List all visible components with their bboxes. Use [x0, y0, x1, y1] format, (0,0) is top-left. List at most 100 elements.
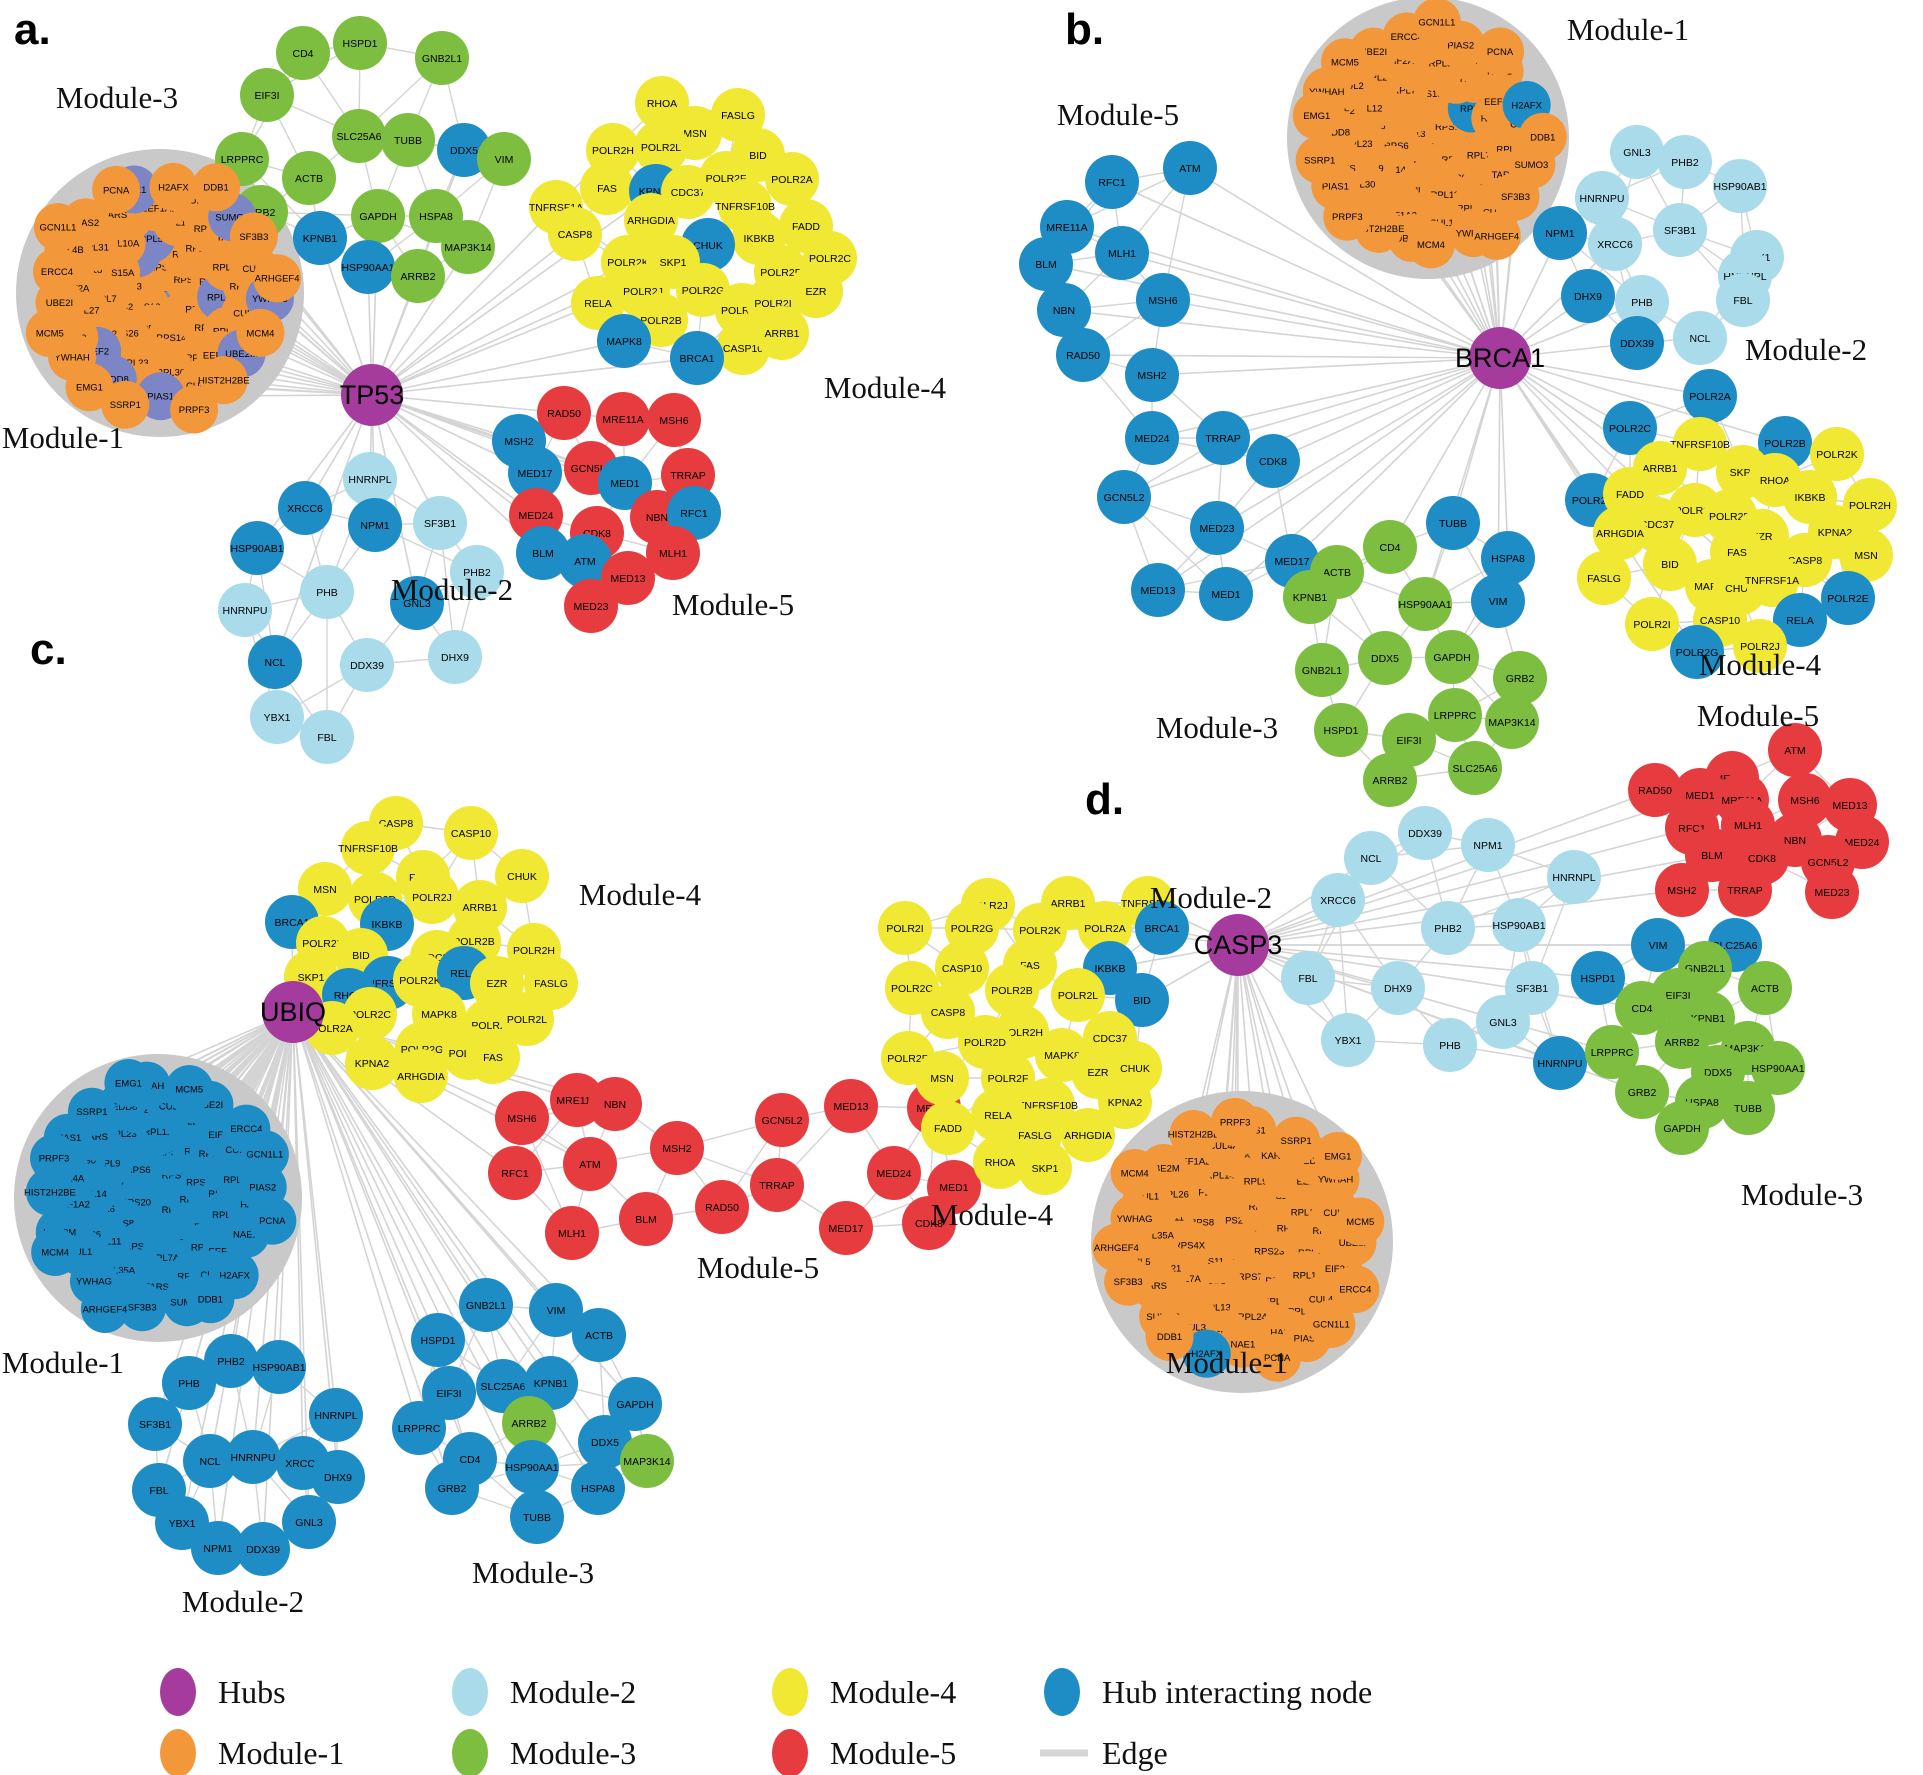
- node-circle[interactable]: [935, 941, 989, 995]
- node-circle[interactable]: [1190, 501, 1244, 555]
- hub-circle[interactable]: [262, 981, 324, 1043]
- node-ddx39[interactable]: DDX39: [236, 1522, 290, 1576]
- node-circle[interactable]: [191, 1521, 245, 1575]
- node-ddb1[interactable]: DDB1: [1518, 112, 1567, 161]
- node-circle[interactable]: [1485, 695, 1539, 749]
- node-msn[interactable]: MSN: [298, 862, 352, 916]
- node-casp10[interactable]: CASP10: [444, 806, 498, 860]
- node-circle[interactable]: [1603, 401, 1657, 455]
- node-circle[interactable]: [1344, 831, 1398, 885]
- node-gnb2l1[interactable]: GNB2L1: [459, 1278, 513, 1332]
- node-tubb[interactable]: TUBB: [381, 113, 435, 167]
- node-circle[interactable]: [765, 152, 819, 206]
- node-ddx5[interactable]: DDX5: [578, 1415, 632, 1469]
- node-kpnb1[interactable]: KPNB1: [293, 211, 347, 265]
- node-circle[interactable]: [248, 1196, 297, 1245]
- node-circle[interactable]: [488, 1146, 542, 1200]
- node-circle[interactable]: [1625, 597, 1679, 651]
- node-circle[interactable]: [450, 545, 504, 599]
- node-circle[interactable]: [1673, 417, 1727, 471]
- node-circle[interactable]: [1314, 703, 1368, 757]
- node-arhgdia[interactable]: ARHGDIA: [624, 193, 678, 247]
- node-skp1[interactable]: SKP1: [1018, 1141, 1072, 1195]
- node-hspd1[interactable]: HSPD1: [1571, 951, 1625, 1005]
- node-hsp90ab1[interactable]: HSP90AB1: [252, 1340, 306, 1394]
- node-rad50[interactable]: RAD50: [1056, 328, 1110, 382]
- node-circle[interactable]: [1125, 411, 1179, 465]
- node-circle[interactable]: [391, 249, 445, 303]
- node-circle[interactable]: [564, 579, 618, 633]
- node-emg1[interactable]: EMG1: [1313, 1131, 1362, 1180]
- node-grb2[interactable]: GRB2: [1493, 651, 1547, 705]
- node-circle[interactable]: [601, 551, 655, 605]
- node-emg1[interactable]: EMG1: [65, 363, 114, 412]
- node-circle[interactable]: [1313, 1131, 1362, 1180]
- node-med17[interactable]: MED17: [819, 1201, 873, 1255]
- node-npm1[interactable]: NPM1: [1461, 818, 1515, 872]
- node-tubb[interactable]: TUBB: [1426, 496, 1480, 550]
- node-circle[interactable]: [1805, 865, 1859, 919]
- node-circle[interactable]: [1406, 220, 1455, 269]
- node-ddb1[interactable]: DDB1: [186, 1275, 235, 1324]
- node-npm1[interactable]: NPM1: [191, 1521, 245, 1575]
- node-tubb[interactable]: TUBB: [1721, 1081, 1775, 1135]
- node-msh6[interactable]: MSH6: [495, 1091, 549, 1145]
- node-circle[interactable]: [1673, 311, 1727, 365]
- node-faslg[interactable]: FASLG: [1577, 551, 1631, 605]
- node-phb2[interactable]: PHB2: [1658, 135, 1712, 189]
- node-kpnb1[interactable]: KPNB1: [1283, 570, 1337, 624]
- node-arhgdia[interactable]: ARHGDIA: [1061, 1108, 1115, 1162]
- node-circle[interactable]: [580, 161, 634, 215]
- node-circle[interactable]: [1628, 763, 1682, 817]
- node-circle[interactable]: [1472, 211, 1521, 260]
- node-ezr[interactable]: EZR: [470, 956, 524, 1010]
- node-ssrp1[interactable]: SSRP1: [101, 380, 150, 429]
- node-lrpprc[interactable]: LRPPRC: [392, 1401, 446, 1455]
- node-circle[interactable]: [1283, 570, 1337, 624]
- node-circle[interactable]: [1131, 563, 1185, 617]
- node-polr2j[interactable]: POLR2J: [1733, 619, 1787, 673]
- node-pcna[interactable]: PCNA: [1253, 1333, 1302, 1382]
- node-nbn[interactable]: NBN: [1037, 283, 1091, 337]
- node-circle[interactable]: [902, 1196, 956, 1250]
- node-circle[interactable]: [104, 1059, 153, 1108]
- node-circle[interactable]: [1471, 574, 1525, 628]
- node-lrpprc[interactable]: LRPPRC: [1585, 1025, 1639, 1079]
- node-circle[interactable]: [1670, 625, 1724, 679]
- node-circle[interactable]: [588, 1077, 642, 1131]
- node-circle[interactable]: [985, 963, 1039, 1017]
- node-phb[interactable]: PHB: [1615, 275, 1669, 329]
- node-circle[interactable]: [1773, 593, 1827, 647]
- node-med13[interactable]: MED13: [601, 551, 655, 605]
- node-lrpprc[interactable]: LRPPRC: [1428, 688, 1482, 742]
- node-circle[interactable]: [755, 306, 809, 360]
- node-rad50[interactable]: RAD50: [537, 386, 591, 440]
- node-circle[interactable]: [1135, 901, 1189, 955]
- node-polr2a[interactable]: POLR2A: [1683, 369, 1737, 423]
- node-circle[interactable]: [1493, 651, 1547, 705]
- node-gnl3[interactable]: GNL3: [1476, 995, 1530, 1049]
- node-circle[interactable]: [1658, 135, 1712, 189]
- node-circle[interactable]: [183, 1434, 237, 1488]
- node-circle[interactable]: [1078, 901, 1132, 955]
- node-mcm4[interactable]: MCM4: [31, 1227, 80, 1276]
- node-vim[interactable]: VIM: [1631, 918, 1685, 972]
- node-circle[interactable]: [711, 88, 765, 142]
- node-circle[interactable]: [80, 1284, 129, 1333]
- node-gcn1l1[interactable]: GCN1L1: [1412, 0, 1461, 47]
- node-circle[interactable]: [1323, 192, 1372, 241]
- node-med17[interactable]: MED17: [508, 446, 562, 500]
- node-circle[interactable]: [1655, 1015, 1709, 1069]
- node-prpf3[interactable]: PRPF3: [170, 385, 219, 434]
- node-prpf3[interactable]: PRPF3: [1211, 1097, 1260, 1146]
- node-msh2[interactable]: MSH2: [1125, 348, 1179, 402]
- node-circle[interactable]: [608, 1377, 662, 1431]
- node-circle[interactable]: [824, 1079, 878, 1133]
- node-circle[interactable]: [394, 1049, 448, 1103]
- node-cdk8[interactable]: CDK8: [1246, 434, 1300, 488]
- node-polr2a[interactable]: POLR2A: [765, 152, 819, 206]
- node-ercc4[interactable]: ERCC4: [32, 247, 81, 296]
- node-atm[interactable]: ATM: [563, 1137, 617, 1191]
- node-ddx5[interactable]: DDX5: [1358, 631, 1412, 685]
- node-circle[interactable]: [1428, 688, 1482, 742]
